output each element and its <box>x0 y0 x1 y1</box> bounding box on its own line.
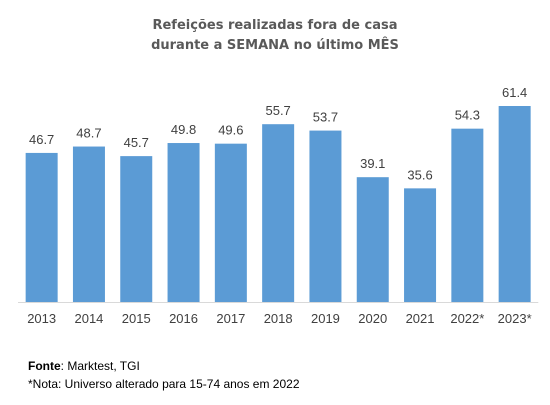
bar-2013 <box>25 152 58 302</box>
x-tick-label: 2021 <box>406 311 435 326</box>
x-tick-label: 2014 <box>74 311 103 326</box>
x-tick-label: 2017 <box>216 311 245 326</box>
source-label: Fonte <box>28 359 61 373</box>
bar-2015 <box>120 156 153 302</box>
data-label: 61.4 <box>502 85 527 100</box>
x-tick-label: 2016 <box>169 311 198 326</box>
data-label: 35.6 <box>407 167 432 182</box>
data-label: 49.8 <box>171 122 196 137</box>
source-line: Fonte: Marktest, TGI <box>28 357 300 375</box>
bar-2022-star <box>451 128 484 302</box>
data-label: 48.7 <box>76 126 101 141</box>
chart-title-line-1: Refeições realizadas fora de casa <box>152 18 398 33</box>
bars-group: 46.7 2013 48.7 2014 45.7 2015 49.8 2016 49.6 2017… <box>25 85 532 326</box>
x-tick-label: 2022* <box>450 311 484 326</box>
data-label: 53.7 <box>313 110 338 125</box>
bar-2014 <box>72 146 105 302</box>
data-label: 39.1 <box>360 156 385 171</box>
bar-2019 <box>309 130 342 302</box>
bar-2016 <box>167 143 200 302</box>
bar-2017 <box>214 143 247 302</box>
bar-2023-star <box>498 106 531 302</box>
chart-footer: Fonte: Marktest, TGI *Nota: Universo alt… <box>28 357 300 393</box>
bar-2020 <box>356 177 389 302</box>
bar-2018 <box>262 124 295 303</box>
data-label: 45.7 <box>124 135 149 150</box>
source-text: : Marktest, TGI <box>60 359 140 373</box>
data-label: 54.3 <box>455 108 480 123</box>
x-tick-label: 2020 <box>358 311 387 326</box>
chart-title-line-2: durante a SEMANA no último MÊS <box>151 38 399 53</box>
x-tick-label: 2023* <box>498 311 532 326</box>
data-label: 55.7 <box>265 103 290 118</box>
bar-2021 <box>404 188 437 302</box>
data-label: 46.7 <box>29 132 54 147</box>
x-tick-label: 2018 <box>264 311 293 326</box>
x-tick-label: 2015 <box>122 311 151 326</box>
x-tick-label: 2013 <box>27 311 56 326</box>
chart-title: Refeições realizadas fora de casa durant… <box>0 16 550 56</box>
x-tick-label: 2019 <box>311 311 340 326</box>
note-line: *Nota: Universo alterado para 15-74 anos… <box>28 377 300 391</box>
data-label: 49.6 <box>218 123 243 138</box>
